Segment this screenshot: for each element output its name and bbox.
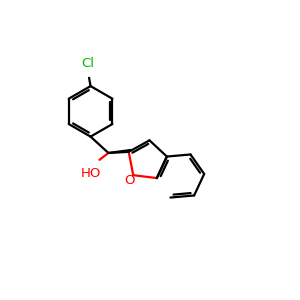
Text: Cl: Cl [81, 57, 94, 70]
Text: HO: HO [80, 167, 101, 180]
Text: O: O [124, 174, 135, 187]
